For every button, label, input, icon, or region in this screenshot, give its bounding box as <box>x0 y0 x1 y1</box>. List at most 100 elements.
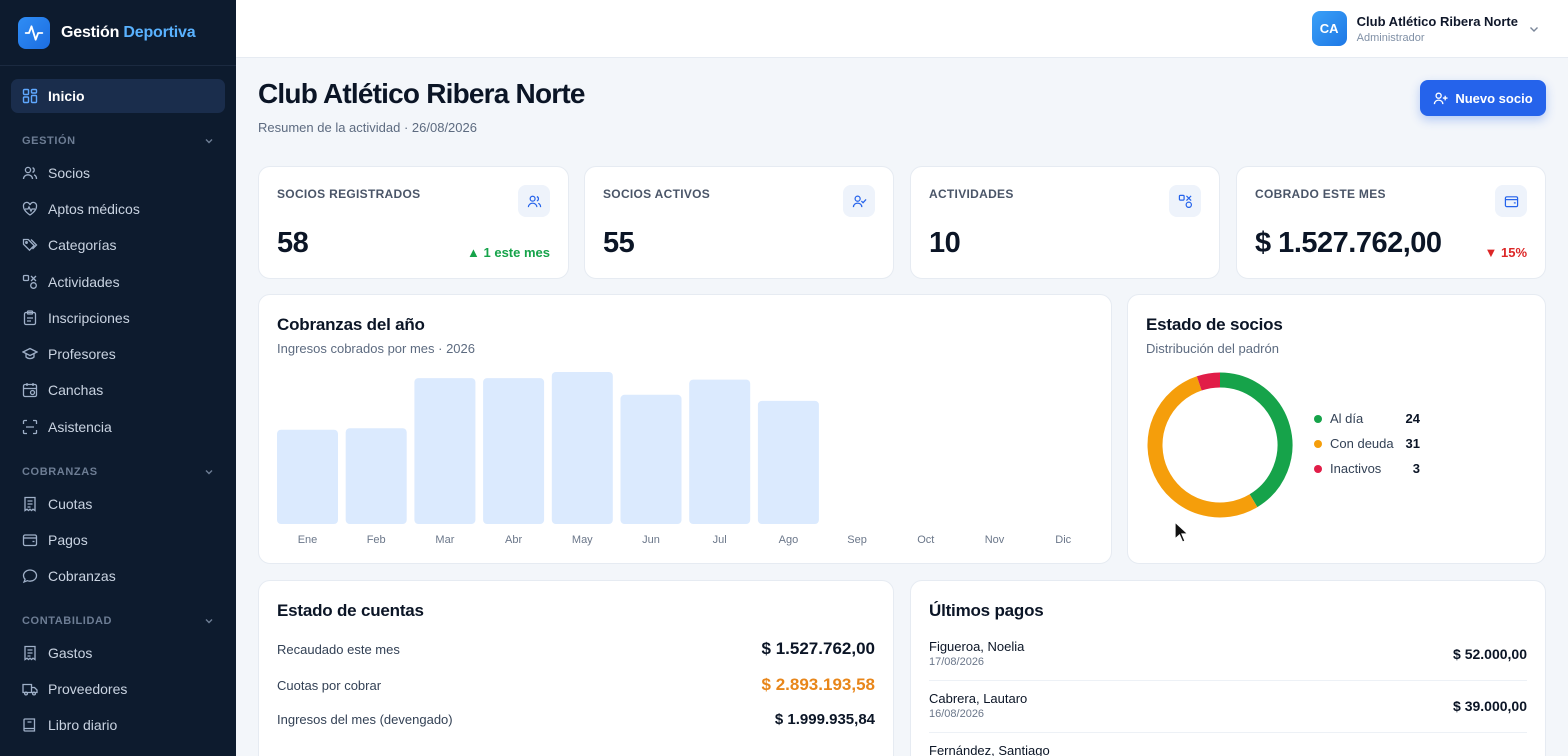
bar-jul[interactable] <box>689 379 751 524</box>
grid-icon <box>22 88 38 104</box>
truck-icon <box>22 681 38 697</box>
bar-mar[interactable] <box>414 378 476 524</box>
account-row: Recaudado este mes $ 1.527.762,00 <box>277 639 875 659</box>
legend-label: Al día <box>1330 411 1364 426</box>
sidebar-item-label: Canchas <box>48 382 104 398</box>
book-icon <box>22 717 38 733</box>
x-tick-label: Jun <box>642 534 660 546</box>
user-plus-icon <box>1434 91 1448 104</box>
revenue-chart-card: Cobranzas del año Ingresos cobrados por … <box>258 294 1112 564</box>
payment-date: 17/08/2026 <box>929 656 985 668</box>
bar-jun[interactable] <box>620 394 682 524</box>
payment-row[interactable]: Cabrera, Lautaro 16/08/2026 $ 39.000,00 <box>929 691 1527 720</box>
sidebar-item-cobranzas[interactable]: Cobranzas <box>22 566 116 586</box>
chevron-down-icon <box>205 619 213 624</box>
payment-amount: $ 39.000,00 <box>1453 697 1527 714</box>
account-label: Ingresos del mes (devengado) <box>277 712 453 727</box>
activity-logo-icon <box>18 16 50 49</box>
x-tick-label: Mar <box>435 534 454 546</box>
page-subtitle: Resumen de la actividad · 26/08/2026 <box>258 120 477 135</box>
sidebar-item-label: Actividades <box>48 274 120 290</box>
sidebar-item-profesores[interactable]: Profesores <box>22 344 116 364</box>
sidebar-item-actividades[interactable]: Actividades <box>22 272 120 292</box>
brand[interactable]: Gestión Deportiva <box>0 0 236 66</box>
calendar-icon <box>22 382 38 398</box>
sidebar-item-asistencia[interactable]: Asistencia <box>22 417 112 437</box>
bar-may[interactable] <box>551 372 613 524</box>
sidebar-item-inicio[interactable]: Inicio <box>11 79 225 113</box>
sidebar-section-contabilidad[interactable]: CONTABILIDAD <box>22 615 214 627</box>
payment-row[interactable]: Fernández, Santiago <box>929 743 1527 756</box>
account-value: $ 1.527.762,00 <box>761 639 875 658</box>
legend-label: Inactivos <box>1330 461 1382 476</box>
sidebar-item-categorias[interactable]: Categorías <box>22 235 116 255</box>
brand-name: Gestión Deportiva <box>61 24 196 42</box>
members-donut-chart <box>1147 372 1293 518</box>
payment-info: Figueroa, Noelia 17/08/2026 <box>929 639 1024 668</box>
chart-title: Cobranzas del año <box>277 315 425 334</box>
sidebar-item-libro-diario[interactable]: Libro diario <box>22 715 117 735</box>
accounts-card: Estado de cuentas Recaudado este mes $ 1… <box>258 580 894 756</box>
user-name: Club Atlético Ribera Norte <box>1356 13 1518 29</box>
x-tick-label: Dic <box>1055 534 1071 546</box>
legend-item-con-deuda: Con deuda 31 <box>1314 436 1420 451</box>
account-label: Cuotas por cobrar <box>277 677 382 693</box>
payment-name: Figueroa, Noelia <box>929 639 1025 654</box>
chart-subtitle: Distribución del padrón <box>1146 341 1279 356</box>
sidebar-item-label: Socios <box>48 165 91 181</box>
sidebar-item-gastos[interactable]: Gastos <box>22 643 92 663</box>
sidebar-item-label: Cuotas <box>48 496 93 512</box>
stat-card-collected: COBRADO ESTE MES $ 1.527.762,00 ▼ 15% <box>1236 166 1546 279</box>
account-row: Cuotas por cobrar $ 2.893.193,58 <box>277 675 875 695</box>
stat-value: 55 <box>603 227 635 259</box>
sidebar-item-inscripciones[interactable]: Inscripciones <box>22 308 130 328</box>
x-tick-label: Ene <box>298 534 318 546</box>
legend-value: 24 <box>1405 411 1420 426</box>
payment-name: Fernández, Santiago <box>929 743 1050 756</box>
chart-title: Estado de socios <box>1146 315 1283 334</box>
bar-feb[interactable] <box>345 428 407 524</box>
x-tick-label: Oct <box>917 534 934 546</box>
legend-value: 31 <box>1405 436 1420 451</box>
legend-label: Con deuda <box>1330 436 1394 451</box>
payment-row[interactable]: Figueroa, Noelia 17/08/2026 $ 52.000,00 <box>929 639 1527 668</box>
stat-card-activities: ACTIVIDADES 10 <box>910 166 1220 279</box>
mouse-cursor-icon <box>1174 521 1190 543</box>
sidebar-item-cuotas[interactable]: Cuotas <box>22 494 92 514</box>
users-icon <box>22 165 38 181</box>
payments-card: Últimos pagos Figueroa, Noelia 17/08/202… <box>910 580 1546 756</box>
legend-value: 3 <box>1412 461 1420 476</box>
sidebar-item-proveedores[interactable]: Proveedores <box>22 679 127 699</box>
row-divider <box>929 732 1527 733</box>
row-divider <box>929 680 1527 681</box>
bar-ene[interactable] <box>277 429 338 524</box>
sidebar-item-socios[interactable]: Socios <box>22 163 90 183</box>
chart-subtitle: Ingresos cobrados por mes · 2026 <box>277 341 475 356</box>
new-member-button[interactable]: Nuevo socio <box>1420 80 1546 116</box>
user-check-icon <box>843 185 875 217</box>
receipt-icon <box>22 645 38 661</box>
sidebar-section-gestion[interactable]: GESTIÓN <box>22 135 214 147</box>
x-tick-label: Feb <box>367 534 386 546</box>
sidebar-item-canchas[interactable]: Canchas <box>22 380 103 400</box>
receipt-icon <box>22 496 38 512</box>
bar-ago[interactable] <box>757 400 819 524</box>
shapes-icon <box>22 274 38 290</box>
legend-dot <box>1314 414 1322 423</box>
donut-slice-inactivos[interactable] <box>1196 372 1221 391</box>
sidebar-item-aptos-medicos[interactable]: Aptos médicos <box>22 199 140 219</box>
x-tick-label: May <box>572 534 593 546</box>
sidebar-section-cobranzas[interactable]: COBRANZAS <box>22 466 214 478</box>
graduation-cap-icon <box>22 346 38 362</box>
donut-slice-con-deuda[interactable] <box>1147 376 1258 518</box>
wallet-icon <box>1495 185 1527 217</box>
donut-slice-al-día[interactable] <box>1219 372 1293 508</box>
stat-label: COBRADO ESTE MES <box>1255 187 1386 201</box>
clipboard-icon <box>22 310 38 326</box>
user-menu[interactable]: CA Club Atlético Ribera Norte Administra… <box>1311 11 1540 46</box>
tags-icon <box>22 237 38 253</box>
legend-dot <box>1314 464 1322 473</box>
sidebar-item-pagos[interactable]: Pagos <box>22 530 88 550</box>
bar-abr[interactable] <box>483 378 545 524</box>
stat-label: ACTIVIDADES <box>929 187 1014 201</box>
